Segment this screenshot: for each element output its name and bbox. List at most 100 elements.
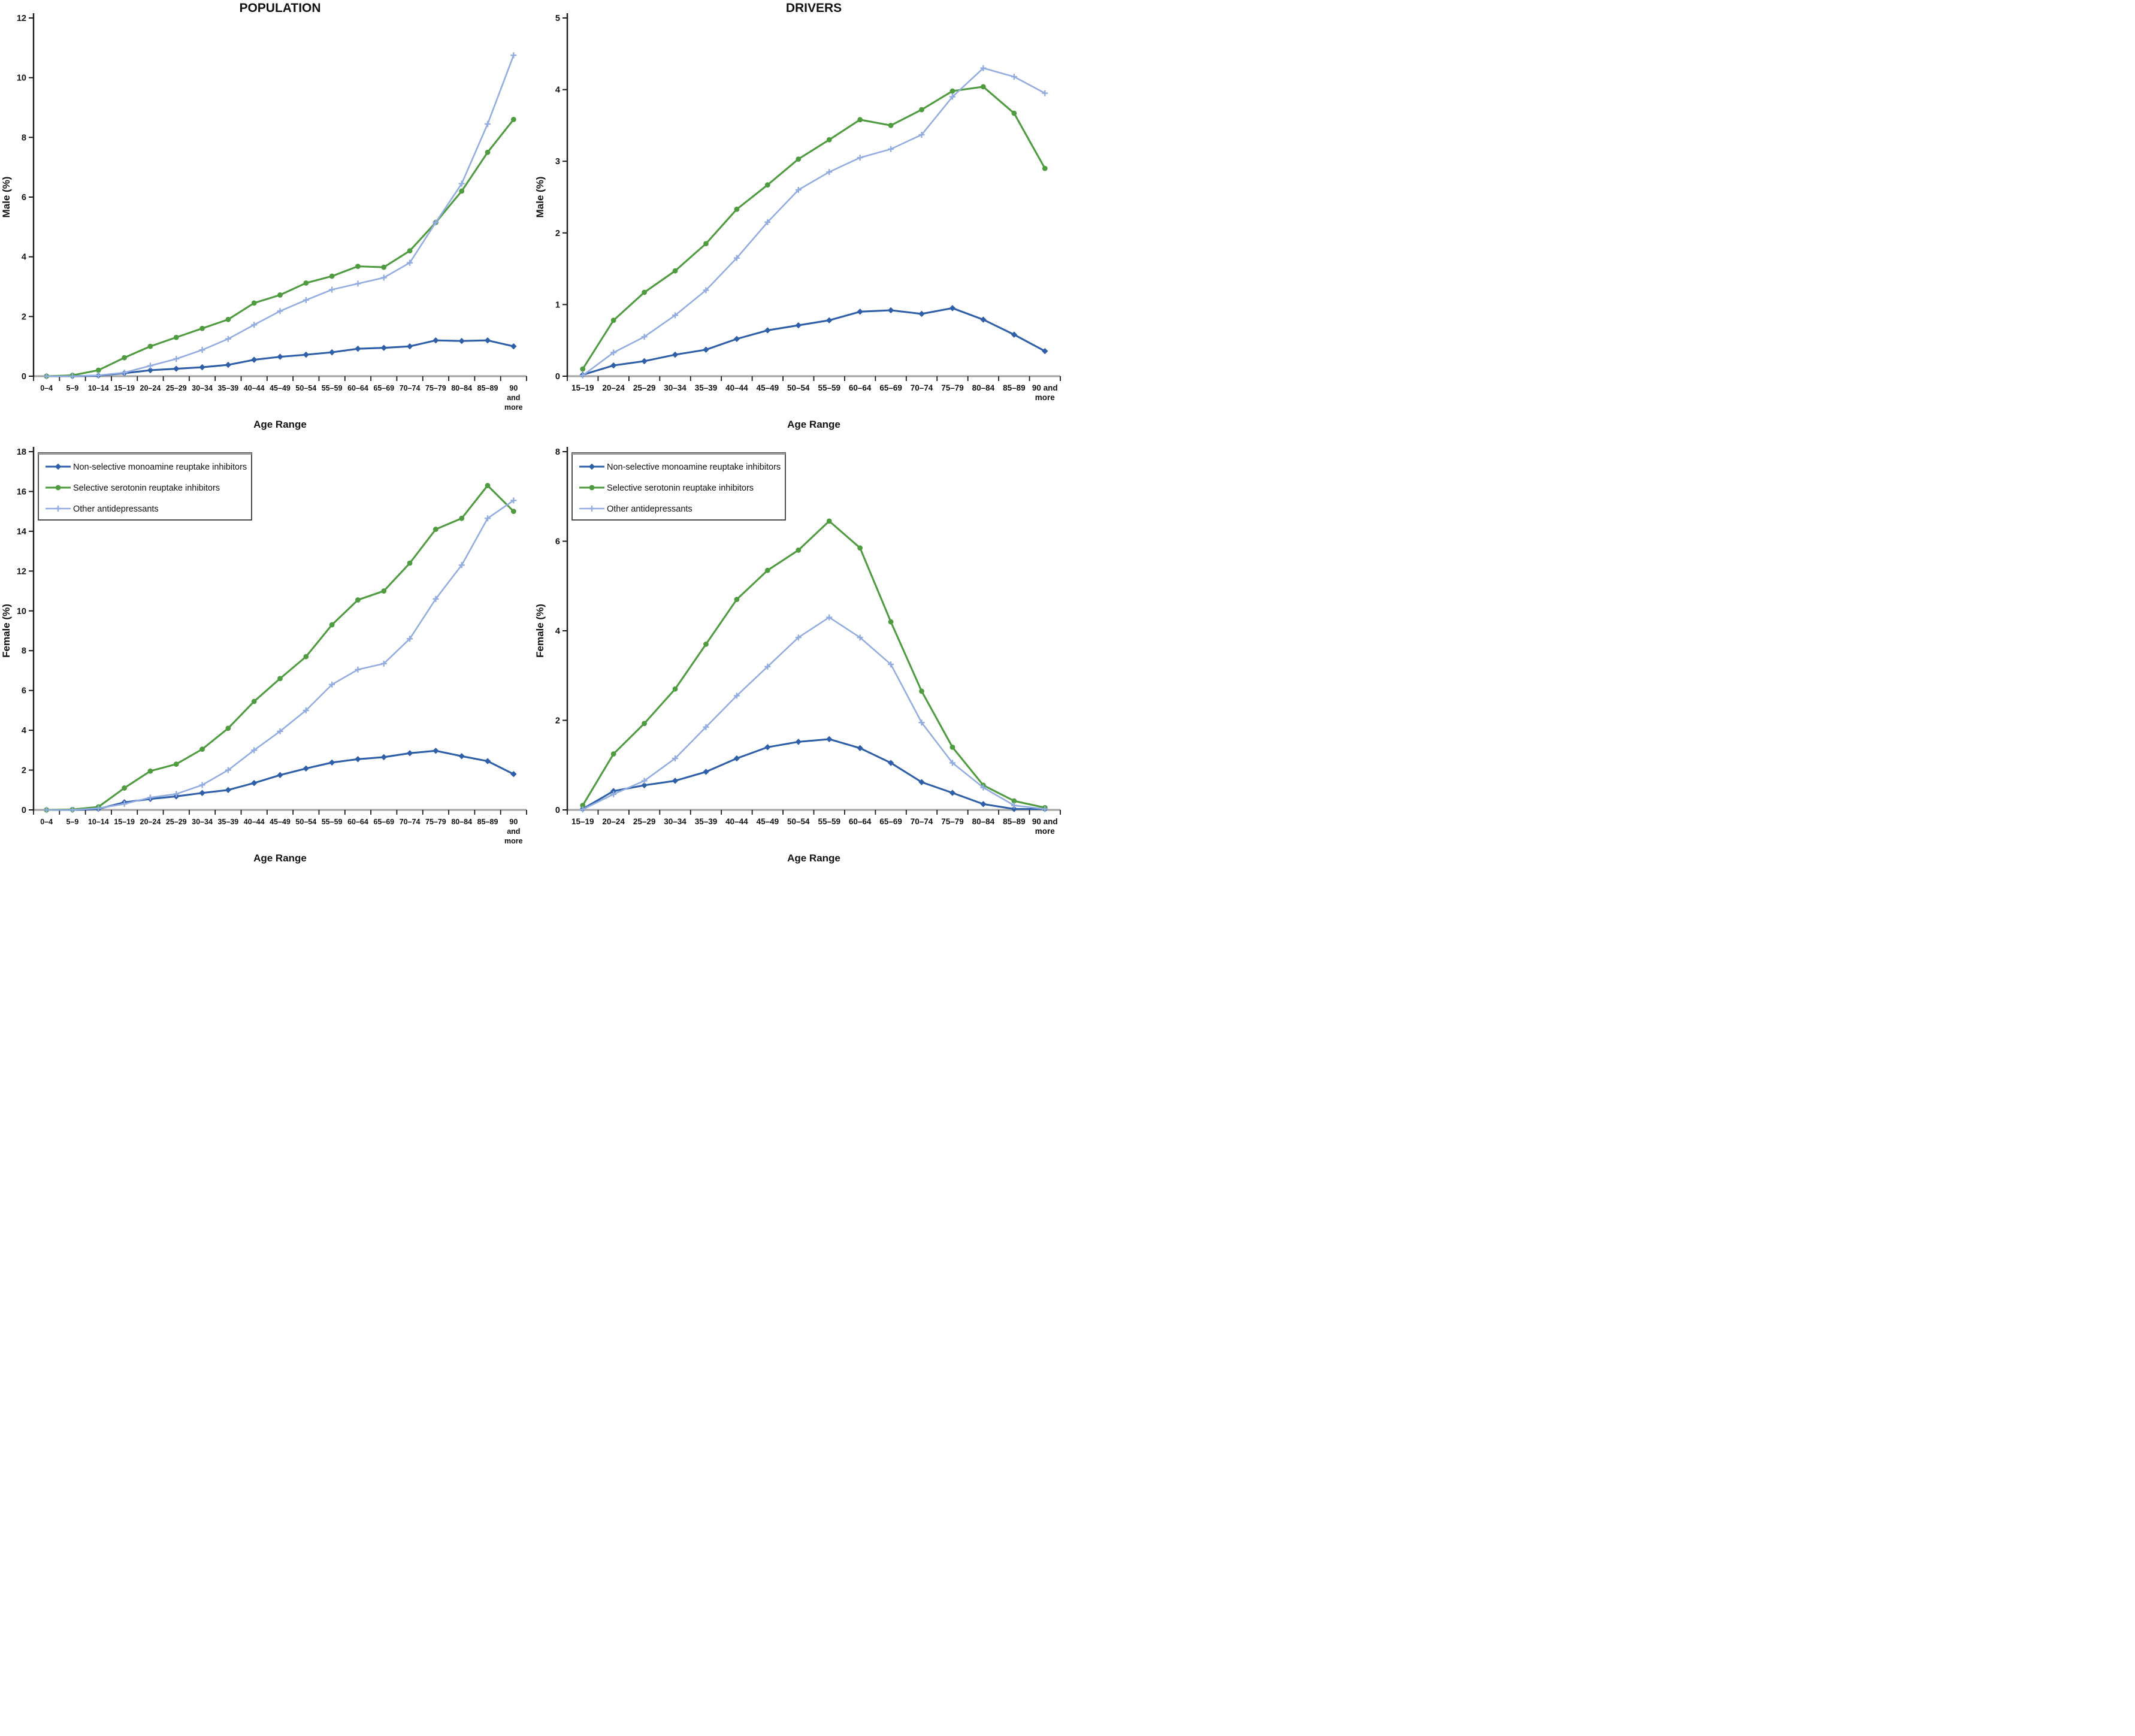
diamond-marker [795, 322, 802, 329]
x-tick-label: 45–49 [757, 383, 779, 392]
circle-marker [355, 597, 361, 603]
series-line [46, 749, 515, 811]
x-tick-label: 30–34 [192, 384, 213, 392]
diamond-marker [588, 463, 595, 470]
diamond-marker [703, 769, 709, 775]
circle-marker [642, 289, 647, 295]
y-tick-label: 8 [22, 646, 26, 656]
series-plus [579, 614, 1048, 813]
plus-marker [380, 274, 387, 281]
diamond-marker [795, 739, 802, 745]
series-line [46, 118, 515, 377]
circle-marker [407, 560, 413, 566]
plus-marker [355, 666, 361, 673]
x-tick-label: 45–49 [270, 384, 291, 392]
x-tick-label: 80–84 [972, 817, 995, 826]
diamond-marker [857, 309, 863, 315]
y-tick-label: 4 [22, 726, 26, 736]
x-tick-label: 70–74 [400, 384, 421, 392]
plus-marker [69, 373, 75, 379]
plus-marker [764, 219, 771, 225]
plus-marker [980, 65, 987, 71]
plus-marker [277, 728, 283, 734]
x-tick-label: 25–29 [166, 384, 187, 392]
series-plus [579, 65, 1048, 379]
plus-marker [55, 506, 61, 512]
y-axis: 0 2 4 6 8 [555, 447, 568, 815]
series-diamond [579, 736, 1048, 812]
x-tick-label: 45–49 [270, 818, 291, 826]
circle-marker [734, 206, 740, 212]
circle-marker [459, 515, 465, 521]
x-tick-label: 15–19 [571, 383, 594, 392]
y-tick-label: 2 [22, 766, 26, 776]
x-tick-label: 20–24 [140, 384, 161, 392]
diamond-marker [484, 758, 491, 764]
x-tick-label: 5–9 [66, 384, 79, 392]
plus-marker [173, 791, 180, 797]
circle-marker [303, 280, 309, 286]
plus-marker [147, 362, 153, 369]
x-tick-label: 65–69 [879, 817, 902, 826]
x-tick-label: 70–74 [911, 383, 933, 392]
plus-marker [579, 806, 586, 813]
circle-marker [1042, 165, 1048, 171]
x-tick-label: 75–79 [941, 817, 964, 826]
circle-marker [407, 248, 413, 254]
series-line [582, 738, 1046, 810]
circle-marker [485, 149, 491, 155]
circle-marker [277, 676, 283, 682]
circle-marker [510, 509, 516, 515]
x-tick-label: 75–79 [941, 383, 964, 392]
y-tick-label: 1 [555, 300, 560, 310]
plus-marker [355, 280, 361, 287]
circle-marker [764, 182, 770, 188]
circle-marker [510, 117, 516, 122]
circle-marker [857, 117, 863, 123]
plus-marker [277, 308, 283, 314]
x-axis-label: Age Range [787, 852, 840, 864]
x-tick-label: 65–69 [879, 383, 902, 392]
circle-marker [147, 768, 153, 774]
circle-marker [857, 545, 863, 551]
diamond-marker [173, 365, 180, 372]
plus-marker [407, 259, 413, 266]
plus-marker [433, 219, 439, 226]
plus-marker [795, 634, 802, 641]
diamond-marker [433, 337, 439, 344]
diamond-marker [250, 356, 258, 363]
y-tick-label: 4 [555, 627, 560, 636]
diamond-marker [918, 310, 925, 317]
x-tick-label: 75–79 [425, 384, 446, 392]
x-tick-label: 30–34 [664, 817, 687, 826]
plus-marker [610, 791, 617, 797]
series-line [46, 54, 515, 377]
circle-marker [433, 527, 439, 532]
x-tick-label: 10–14 [88, 384, 109, 392]
x-tick-label: 60–64 [347, 818, 368, 826]
series-line [582, 86, 1046, 370]
circle-marker [703, 642, 709, 647]
series-circle [580, 84, 1048, 372]
diamond-marker [918, 779, 925, 785]
diamond-marker [1011, 806, 1018, 812]
plus-marker [329, 681, 335, 688]
drivers-male-chart-canvas: DRIVERS 0 1 2 3 4 5 15–19 20–24 25–29 30–34 35–39 40… [534, 1, 1061, 430]
plus-marker [225, 767, 231, 773]
diamond-marker [672, 778, 679, 784]
y-tick-label: 6 [22, 193, 26, 202]
plus-marker [1042, 90, 1048, 96]
circle-marker [949, 744, 955, 750]
diamond-marker [826, 736, 833, 743]
diamond-marker [303, 351, 310, 358]
circle-marker [981, 84, 986, 90]
circle-marker [329, 273, 335, 279]
chart-panel-population-female: 0 2 4 6 8 10 12 14 16 18 0–4 5–9 10–14 15–19 20–24 25–2… [0, 434, 534, 868]
y-tick-label: 18 [17, 447, 26, 457]
diamond-marker [199, 364, 205, 371]
circle-marker [888, 619, 894, 625]
plus-marker [199, 782, 205, 788]
x-tick-label: 70–74 [911, 817, 933, 826]
circle-marker [764, 567, 770, 573]
diamond-marker [303, 765, 310, 772]
